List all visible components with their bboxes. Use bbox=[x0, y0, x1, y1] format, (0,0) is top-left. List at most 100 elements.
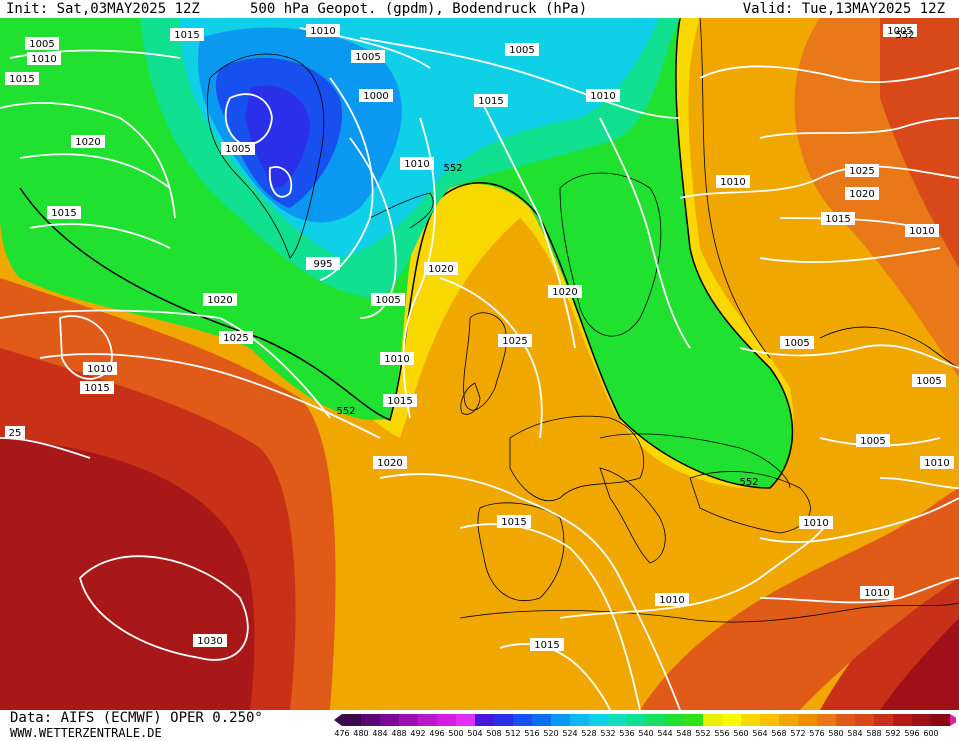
colorbar-tick-label: 492 bbox=[410, 729, 426, 738]
colorbar-swatch bbox=[532, 714, 552, 726]
colorbar-tick-label: 488 bbox=[391, 729, 407, 738]
pressure-label: 1010 bbox=[400, 157, 434, 170]
colorbar-tick-label: 528 bbox=[581, 729, 597, 738]
colorbar-tick-label: 540 bbox=[638, 729, 654, 738]
pressure-label: 1015 bbox=[47, 206, 81, 219]
svg-text:552: 552 bbox=[336, 406, 355, 417]
colorbar-tick-label: 572 bbox=[790, 729, 806, 738]
svg-text:995: 995 bbox=[313, 259, 332, 270]
svg-text:1015: 1015 bbox=[501, 517, 526, 528]
pressure-label: 1025 bbox=[845, 164, 879, 177]
pressure-label: 552 bbox=[336, 406, 355, 417]
pressure-label: 552 bbox=[739, 477, 758, 488]
pressure-label: 1010 bbox=[716, 175, 750, 188]
pressure-label: 1010 bbox=[920, 456, 954, 469]
colorbar-tick-label: 516 bbox=[524, 729, 540, 738]
header-bar: Init: Sat,03MAY2025 12Z 500 hPa Geopot. … bbox=[0, 0, 959, 18]
pressure-label: 1010 bbox=[586, 89, 620, 102]
pressure-label: 1010 bbox=[380, 352, 414, 365]
svg-text:1015: 1015 bbox=[478, 96, 503, 107]
pressure-label: 1005 bbox=[221, 142, 255, 155]
pressure-label: 552 bbox=[895, 30, 914, 41]
pressure-label: 1015 bbox=[170, 28, 204, 41]
colorbar-swatch bbox=[456, 714, 476, 726]
pressure-label: 1005 bbox=[883, 24, 917, 37]
init-time: Init: Sat,03MAY2025 12Z bbox=[6, 1, 200, 17]
colorbar-swatch bbox=[494, 714, 514, 726]
colorbar-arrow-left bbox=[334, 714, 342, 726]
svg-text:25: 25 bbox=[9, 428, 22, 439]
colorbar-swatch bbox=[418, 714, 438, 726]
colorbar-swatch bbox=[608, 714, 628, 726]
colorbar-swatch bbox=[437, 714, 457, 726]
svg-text:1015: 1015 bbox=[51, 208, 76, 219]
colorbar bbox=[334, 714, 956, 726]
svg-text:1015: 1015 bbox=[174, 30, 199, 41]
colorbar-swatch bbox=[342, 714, 362, 726]
pressure-label: 1015 bbox=[821, 212, 855, 225]
pressure-label: 1020 bbox=[845, 187, 879, 200]
pressure-label: 1015 bbox=[5, 72, 39, 85]
colorbar-tick-label: 500 bbox=[448, 729, 464, 738]
svg-text:1015: 1015 bbox=[387, 396, 412, 407]
weather-map: 1005 1010 1015 1020 1005 1005 1000 1005 … bbox=[0, 18, 959, 710]
website: WWW.WETTERZENTRALE.DE bbox=[10, 726, 162, 740]
footer-bar: Data: AIFS (ECMWF) OPER 0.250° WWW.WETTE… bbox=[0, 710, 959, 741]
svg-text:1005: 1005 bbox=[916, 376, 941, 387]
colorbar-tick-label: 532 bbox=[600, 729, 616, 738]
svg-text:1005: 1005 bbox=[225, 144, 250, 155]
svg-text:1005: 1005 bbox=[784, 338, 809, 349]
pressure-label: 1010 bbox=[860, 586, 894, 599]
colorbar-arrow-right bbox=[950, 714, 956, 726]
colorbar-swatch bbox=[855, 714, 875, 726]
pressure-label: 1005 bbox=[371, 293, 405, 306]
pressure-label: 1005 bbox=[505, 43, 539, 56]
colorbar-tick-label: 600 bbox=[923, 729, 939, 738]
colorbar-tick-label: 524 bbox=[562, 729, 578, 738]
svg-text:552: 552 bbox=[443, 163, 462, 174]
colorbar-tick-label: 512 bbox=[505, 729, 521, 738]
colorbar-tick-label: 576 bbox=[809, 729, 825, 738]
svg-text:1020: 1020 bbox=[849, 189, 874, 200]
colorbar-swatch bbox=[912, 714, 932, 726]
colorbar-swatch bbox=[874, 714, 894, 726]
svg-text:1010: 1010 bbox=[720, 177, 745, 188]
colorbar-swatch bbox=[475, 714, 495, 726]
svg-text:552: 552 bbox=[895, 30, 914, 41]
pressure-label: 1005 bbox=[912, 374, 946, 387]
colorbar-tick-label: 584 bbox=[847, 729, 863, 738]
svg-text:1005: 1005 bbox=[375, 295, 400, 306]
svg-text:1000: 1000 bbox=[363, 91, 388, 102]
colorbar-tick-label: 484 bbox=[372, 729, 388, 738]
colorbar-swatch bbox=[893, 714, 913, 726]
colorbar-tick-label: 588 bbox=[866, 729, 882, 738]
svg-text:1010: 1010 bbox=[803, 518, 828, 529]
svg-text:1005: 1005 bbox=[509, 45, 534, 56]
data-source: Data: AIFS (ECMWF) OPER 0.250° bbox=[10, 710, 263, 726]
colorbar-tick-label: 592 bbox=[885, 729, 901, 738]
colorbar-swatch bbox=[931, 714, 951, 726]
pressure-label: 1015 bbox=[497, 515, 531, 528]
svg-text:1005: 1005 bbox=[355, 52, 380, 63]
svg-text:1030: 1030 bbox=[197, 636, 222, 647]
colorbar-tick-label: 508 bbox=[486, 729, 502, 738]
pressure-label: 25 bbox=[5, 426, 25, 439]
colorbar-swatch bbox=[760, 714, 780, 726]
svg-text:1020: 1020 bbox=[75, 137, 100, 148]
colorbar-tick-label: 552 bbox=[695, 729, 711, 738]
colorbar-swatch bbox=[380, 714, 400, 726]
pressure-label: 1005 bbox=[25, 37, 59, 50]
colorbar-swatch bbox=[361, 714, 381, 726]
pressure-label: 1020 bbox=[373, 456, 407, 469]
colorbar-tick-label: 580 bbox=[828, 729, 844, 738]
svg-text:552: 552 bbox=[739, 477, 758, 488]
colorbar-tick-label: 496 bbox=[429, 729, 445, 738]
pressure-label: 995 bbox=[306, 257, 340, 270]
colorbar-tick-label: 560 bbox=[733, 729, 749, 738]
colorbar-tick-label: 556 bbox=[714, 729, 730, 738]
colorbar-tick-label: 480 bbox=[353, 729, 369, 738]
pressure-label: 1015 bbox=[530, 638, 564, 651]
svg-text:1025: 1025 bbox=[502, 336, 527, 347]
colorbar-swatch bbox=[399, 714, 419, 726]
svg-text:1010: 1010 bbox=[404, 159, 429, 170]
